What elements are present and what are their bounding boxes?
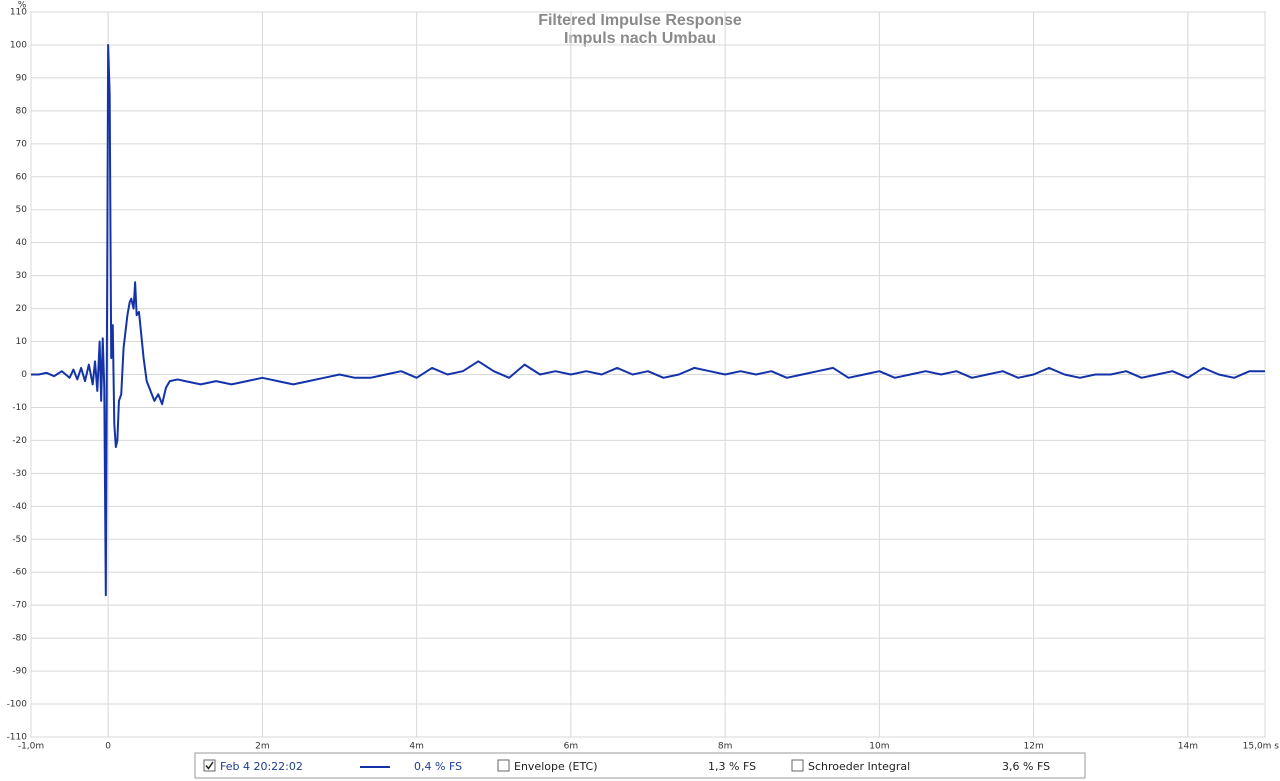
y-tick-label: 10 <box>16 337 28 347</box>
x-tick-label: 6m <box>564 742 579 752</box>
legend-level: 1,3 % FS <box>708 760 756 773</box>
y-tick-label: -50 <box>12 535 27 545</box>
legend-level: 3,6 % FS <box>1002 760 1050 773</box>
y-unit: % <box>18 1 27 11</box>
legend-level: 0,4 % FS <box>414 760 462 773</box>
legend-checkbox[interactable] <box>791 759 804 772</box>
y-tick-label: -30 <box>12 469 27 479</box>
legend-checkbox[interactable] <box>497 759 510 772</box>
y-tick-label: 80 <box>16 106 28 116</box>
y-tick-label: 20 <box>16 304 28 314</box>
y-tick-label: 30 <box>16 271 28 281</box>
y-tick-label: 90 <box>16 73 28 83</box>
y-tick-label: -60 <box>12 568 27 578</box>
checkmark <box>205 761 214 770</box>
chart-title: Filtered Impulse Response <box>538 12 742 29</box>
x-tick-label: -1,0m <box>18 742 44 752</box>
y-tick-label: -40 <box>12 502 27 512</box>
x-tick-label: 10m <box>869 742 889 752</box>
x-tick-label: 2m <box>255 742 270 752</box>
y-tick-label: -100 <box>7 700 28 710</box>
legend-label: Schroeder Integral <box>808 760 910 773</box>
x-tick-label: 4m <box>409 742 424 752</box>
x-tick-label: 12m <box>1024 742 1044 752</box>
legend-label: Envelope (ETC) <box>514 760 598 773</box>
legend-box <box>194 752 1086 779</box>
y-tick-label: 50 <box>16 205 28 215</box>
x-tick-label: 14m <box>1178 742 1198 752</box>
x-tick-label: 8m <box>718 742 733 752</box>
y-tick-label: -70 <box>12 601 27 611</box>
y-tick-label: 110 <box>10 8 27 18</box>
y-tick-label: -10 <box>12 403 27 413</box>
x-tick-label: 15,0m s <box>1243 742 1280 752</box>
series-line <box>31 43 1265 597</box>
y-tick-label: 100 <box>10 40 27 50</box>
chart-subtitle: Impuls nach Umbau <box>564 30 716 47</box>
x-tick-label: 0 <box>105 742 111 752</box>
y-tick-label: 60 <box>16 172 28 182</box>
y-tick-label: -90 <box>12 667 27 677</box>
y-tick-label: -110 <box>7 733 28 743</box>
y-tick-label: -20 <box>12 436 27 446</box>
legend-label: Feb 4 20:22:02 <box>220 760 303 773</box>
y-tick-label: 0 <box>21 370 27 380</box>
y-tick-label: 40 <box>16 238 28 248</box>
y-tick-label: 70 <box>16 139 28 149</box>
y-tick-label: -80 <box>12 634 27 644</box>
legend-checkbox[interactable] <box>203 759 216 772</box>
